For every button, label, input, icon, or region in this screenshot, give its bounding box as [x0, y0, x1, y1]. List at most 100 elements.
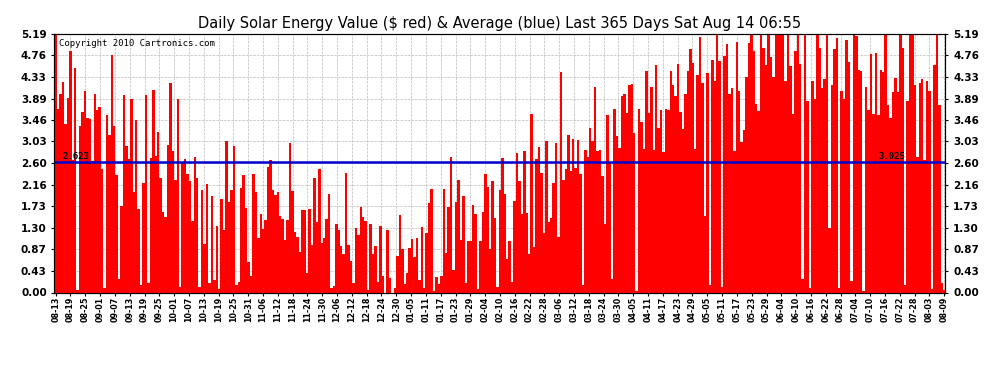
Bar [233, 147, 235, 292]
Bar [934, 66, 936, 292]
Bar [443, 189, 446, 292]
Bar [96, 110, 98, 292]
Bar [706, 73, 709, 292]
Bar [819, 48, 821, 292]
Bar [216, 226, 218, 292]
Bar [523, 151, 526, 292]
Bar [742, 130, 745, 292]
Bar [446, 253, 447, 292]
Bar [684, 94, 687, 292]
Bar [467, 242, 469, 292]
Bar [379, 226, 381, 292]
Bar [321, 243, 323, 292]
Bar [674, 96, 677, 292]
Bar [243, 175, 245, 292]
Bar [421, 227, 423, 292]
Bar [228, 202, 231, 292]
Bar [936, 34, 939, 292]
Bar [687, 71, 689, 292]
Bar [126, 146, 128, 292]
Bar [189, 181, 191, 292]
Bar [806, 101, 809, 292]
Bar [394, 288, 396, 292]
Bar [449, 157, 452, 292]
Bar [892, 93, 894, 292]
Bar [191, 221, 194, 292]
Bar [774, 34, 777, 292]
Bar [359, 207, 362, 292]
Bar [308, 209, 311, 292]
Bar [286, 220, 289, 292]
Bar [81, 112, 84, 292]
Bar [338, 230, 340, 292]
Bar [889, 118, 892, 292]
Bar [887, 105, 889, 292]
Bar [428, 202, 431, 292]
Bar [138, 209, 140, 292]
Bar [441, 276, 443, 292]
Bar [159, 178, 161, 292]
Bar [294, 232, 296, 292]
Bar [135, 120, 138, 292]
Bar [404, 284, 406, 292]
Bar [694, 148, 696, 292]
Bar [562, 180, 564, 292]
Bar [64, 124, 66, 292]
Bar [550, 217, 552, 292]
Bar [269, 160, 271, 292]
Bar [777, 34, 779, 292]
Bar [601, 176, 604, 292]
Bar [223, 230, 226, 292]
Bar [454, 202, 457, 292]
Bar [564, 169, 567, 292]
Bar [347, 245, 349, 292]
Bar [829, 228, 831, 292]
Bar [531, 114, 533, 292]
Bar [381, 276, 384, 292]
Bar [839, 288, 841, 292]
Bar [452, 270, 454, 292]
Bar [547, 222, 550, 292]
Bar [577, 140, 579, 292]
Bar [433, 291, 436, 292]
Bar [436, 277, 438, 292]
Bar [572, 139, 574, 292]
Bar [352, 283, 354, 292]
Bar [589, 129, 591, 292]
Bar [870, 54, 872, 292]
Bar [845, 40, 847, 292]
Bar [874, 53, 877, 292]
Bar [323, 238, 326, 292]
Bar [842, 99, 845, 292]
Bar [148, 284, 149, 292]
Bar [533, 247, 536, 292]
Bar [767, 34, 769, 292]
Bar [304, 210, 306, 292]
Bar [596, 152, 599, 292]
Bar [738, 91, 741, 292]
Bar [311, 245, 313, 292]
Bar [257, 238, 259, 292]
Bar [645, 72, 647, 292]
Bar [447, 207, 449, 292]
Bar [929, 91, 931, 292]
Bar [664, 110, 667, 292]
Bar [729, 94, 731, 292]
Text: 2.623: 2.623 [63, 152, 90, 160]
Bar [240, 188, 243, 292]
Bar [736, 42, 738, 292]
Bar [198, 288, 201, 292]
Bar [643, 149, 645, 292]
Bar [504, 194, 506, 292]
Bar [836, 38, 839, 292]
Bar [660, 110, 662, 292]
Bar [418, 280, 421, 292]
Bar [86, 118, 89, 292]
Bar [376, 282, 379, 292]
Bar [416, 238, 418, 292]
Bar [543, 233, 545, 292]
Bar [149, 158, 152, 292]
Bar [143, 183, 145, 292]
Bar [914, 85, 916, 292]
Bar [789, 66, 792, 292]
